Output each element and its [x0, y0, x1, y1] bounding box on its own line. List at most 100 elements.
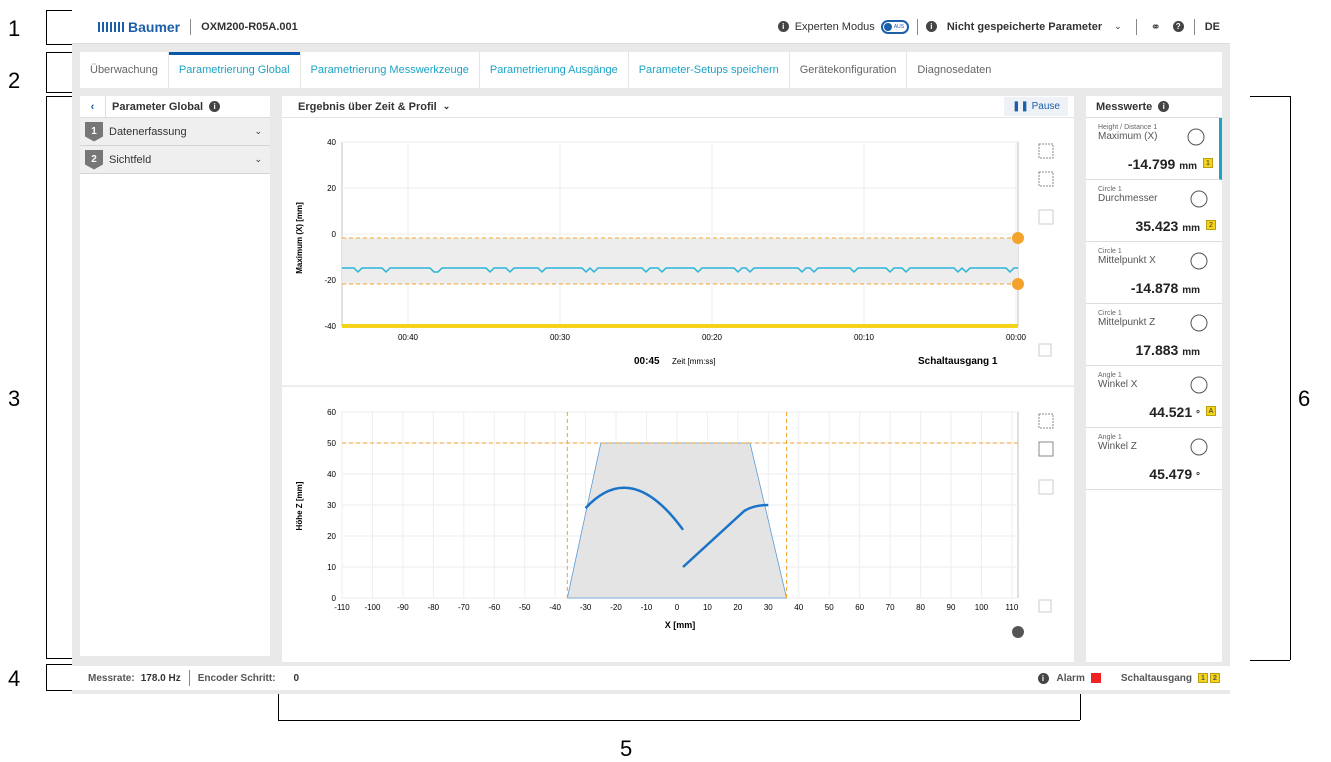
- accordion-datenerfassung[interactable]: 1 Datenerfassung ⌄: [80, 118, 270, 146]
- pause-button[interactable]: ❚❚ Pause: [1004, 97, 1068, 116]
- y-tick-label: 50: [327, 439, 336, 448]
- alarm-label: Alarm: [1056, 672, 1085, 684]
- tab-parametrierung-messwerkzeuge[interactable]: Parametrierung Messwerkzeuge: [301, 52, 480, 88]
- switch-output-label: Schaltausgang: [1120, 672, 1192, 684]
- info-icon[interactable]: i: [1037, 672, 1049, 684]
- x-tick-label: -30: [580, 603, 592, 612]
- divider: [916, 18, 918, 35]
- chevron-down-icon: ⌄: [254, 126, 262, 136]
- callout-line: [46, 96, 47, 658]
- device-name: OXM200-R05A.001: [201, 20, 298, 33]
- switch-output-selector[interactable]: Schaltausgang 1: [918, 356, 998, 367]
- headset-icon[interactable]: ⚭: [1150, 19, 1161, 34]
- x-tick-label: -90: [397, 603, 409, 612]
- chevron-down-icon[interactable]: ⌄: [442, 101, 451, 111]
- x-tick-label: -100: [364, 603, 381, 612]
- expert-mode-toggle[interactable]: AUS: [880, 19, 909, 34]
- view-selector[interactable]: Ergebnis über Zeit & Profil: [298, 100, 437, 113]
- select-tool-icon[interactable]: [1038, 143, 1054, 159]
- output-badge: 1: [1203, 158, 1213, 168]
- measurement-item[interactable]: Height / Distance 1 Maximum (X) -14.799 mm…: [1086, 118, 1222, 180]
- output-badge-2: 2: [1210, 673, 1220, 683]
- info-icon[interactable]: [1012, 626, 1024, 638]
- help-icon[interactable]: ?: [1172, 21, 1184, 32]
- logo-icon: [98, 21, 124, 32]
- diameter-icon: [1190, 190, 1208, 208]
- tab-geraetekonfiguration[interactable]: Gerätekonfiguration: [790, 52, 908, 88]
- measurement-value: -14.878 mm: [1131, 280, 1200, 296]
- lower-limit-handle[interactable]: [1012, 278, 1024, 290]
- brand-logo: Baumer: [98, 19, 180, 35]
- fit-view-icon[interactable]: [1038, 479, 1054, 495]
- toggle-text: AUS: [893, 23, 905, 30]
- unsaved-parameters-dropdown[interactable]: Nicht gespeicherte Parameter: [946, 20, 1103, 33]
- pause-label: Pause: [1031, 101, 1060, 112]
- expert-mode-label: Experten Modus: [794, 20, 875, 33]
- x-tick-label: 10: [703, 603, 712, 612]
- value-unit: mm: [1182, 223, 1200, 234]
- measurement-name: Durchmesser: [1098, 193, 1158, 204]
- info-icon[interactable]: i: [1158, 101, 1170, 112]
- roi-tool-icon[interactable]: [1038, 441, 1054, 457]
- value-unit: mm: [1179, 161, 1197, 172]
- tab-parametrierung-global[interactable]: Parametrierung Global: [168, 52, 301, 88]
- value-unit: mm: [1182, 285, 1200, 296]
- measurement-category: Circle 1: [1098, 186, 1122, 193]
- status-bar: Messrate: 178.0 Hz Encoder Schritt: 0 i …: [72, 666, 1230, 690]
- x-tick-label: 30: [764, 603, 773, 612]
- language-selector[interactable]: DE: [1204, 20, 1220, 33]
- tab-ueberwachung[interactable]: Überwachung: [80, 52, 169, 88]
- upper-limit-handle[interactable]: [1012, 232, 1024, 244]
- x-tick-label: 90: [947, 603, 956, 612]
- measurement-item[interactable]: Circle 1 Mittelpunkt Z 17.883 mm: [1086, 304, 1222, 366]
- value-unit: mm: [1182, 347, 1200, 358]
- collapse-button[interactable]: ‹: [80, 96, 106, 117]
- divider: [188, 670, 190, 686]
- info-icon[interactable]: i: [209, 101, 221, 112]
- time-chart: Maximum (X) [mm] 40 20 0 -20 -40 00:40 00:30 0…: [295, 138, 1054, 367]
- measurement-category: Circle 1: [1098, 248, 1122, 255]
- x-tick-label: 110: [1006, 603, 1019, 612]
- callout-2: 2: [8, 68, 21, 93]
- y-tick-label: 0: [332, 230, 337, 239]
- measurement-panel: Messwerte i Height / Distance 1 Maximum (…: [1086, 96, 1222, 662]
- time-axis-label: Zeit [mm:ss]: [672, 357, 716, 366]
- encoder-value: 0: [293, 672, 300, 684]
- value-number: 44.521: [1149, 404, 1193, 420]
- measurement-item[interactable]: Angle 1 Winkel X 44.521 ° A: [1086, 366, 1222, 428]
- panel-title: Messwerte: [1096, 100, 1153, 113]
- callout-line: [1290, 96, 1291, 660]
- save-icon[interactable]: [1038, 343, 1052, 357]
- x-tick-label: -60: [488, 603, 500, 612]
- x-tick-label: 20: [733, 603, 742, 612]
- fit-view-icon[interactable]: [1038, 209, 1054, 225]
- x-tick-label: 00:00: [1006, 333, 1027, 342]
- tab-parameter-setups[interactable]: Parameter-Setups speichern: [629, 52, 790, 88]
- chevron-down-icon: ⌄: [254, 154, 262, 164]
- measurement-item[interactable]: Circle 1 Mittelpunkt X -14.878 mm: [1086, 242, 1222, 304]
- annotation-tool-icon[interactable]: [1038, 171, 1054, 187]
- y-axis-label: Höhe Z [mm]: [295, 481, 304, 530]
- tab-parametrierung-ausgaenge[interactable]: Parametrierung Ausgänge: [480, 52, 629, 88]
- rate-label: Messrate:: [88, 672, 135, 684]
- info-icon[interactable]: i: [925, 21, 937, 32]
- measurement-category: Height / Distance 1: [1098, 124, 1158, 131]
- chevron-down-icon[interactable]: ⌄: [1114, 21, 1122, 31]
- measurement-item[interactable]: Circle 1 Durchmesser 35.423 mm 2: [1086, 180, 1222, 242]
- measurement-value: 45.479 °: [1149, 466, 1200, 482]
- y-tick-label: 20: [327, 184, 336, 193]
- select-tool-icon[interactable]: [1038, 413, 1054, 429]
- callout-5: 5: [620, 736, 633, 761]
- value-number: 35.423: [1135, 218, 1179, 234]
- measurement-item[interactable]: Angle 1 Winkel Z 45.479 °: [1086, 428, 1222, 490]
- accordion-sichtfeld[interactable]: 2 Sichtfeld ⌄: [80, 146, 270, 174]
- time-value: 00:45: [634, 356, 660, 367]
- measurement-value: -14.799 mm: [1128, 156, 1197, 172]
- save-icon[interactable]: [1038, 599, 1052, 613]
- measurement-value: 35.423 mm: [1135, 218, 1200, 234]
- tab-diagnosedaten[interactable]: Diagnosedaten: [917, 64, 992, 76]
- measurement-value: 44.521 °: [1149, 404, 1200, 420]
- x-axis-label: X [mm]: [665, 620, 696, 630]
- info-icon[interactable]: i: [777, 21, 789, 32]
- angle-x-icon: [1190, 376, 1208, 394]
